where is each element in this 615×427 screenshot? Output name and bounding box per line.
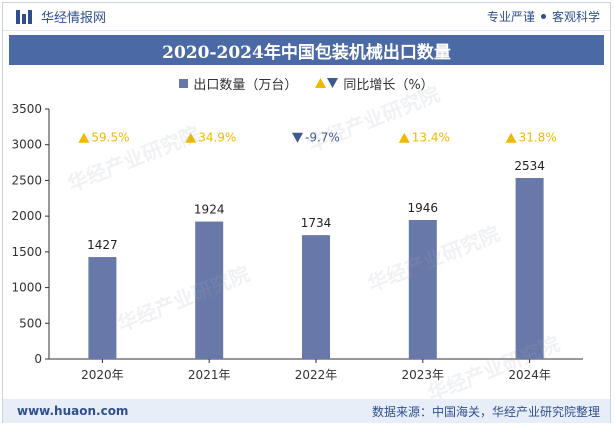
- y-tick-label: 3000: [11, 138, 42, 152]
- y-tick-label: 1000: [11, 281, 42, 295]
- top-bar: 华经情报网 专业严谨 客观科学: [3, 3, 610, 31]
- up-triangle-icon: [315, 78, 327, 88]
- growth-up-icon: [398, 132, 410, 143]
- brand-logo-icon: [16, 9, 32, 24]
- x-tick-label: 2024年: [508, 368, 551, 382]
- footer: www.huaon.com 数据来源：中国海关，华经产业研究院整理: [3, 399, 610, 423]
- growth-up-icon: [185, 132, 197, 143]
- legend-bar-swatch: [179, 78, 189, 88]
- legend-bar-label: 出口数量（万台）: [193, 77, 298, 93]
- bar-value-label: 1427: [87, 238, 118, 252]
- slogan-dot-icon: [540, 14, 546, 19]
- y-tick-label: 3500: [11, 102, 42, 116]
- growth-label: 59.5%: [91, 131, 129, 145]
- down-triangle-icon: [327, 78, 339, 88]
- x-tick-label: 2022年: [295, 368, 338, 382]
- y-tick-label: 2500: [11, 173, 42, 187]
- bar-value-label: 2534: [514, 159, 545, 173]
- x-tick-label: 2023年: [402, 368, 445, 382]
- slogan-right: 客观科学: [551, 10, 600, 24]
- x-tick-label: 2021年: [188, 368, 231, 382]
- growth-label: 13.4%: [412, 131, 450, 145]
- slogan-left: 专业严谨: [486, 10, 535, 24]
- footer-url: www.huaon.com: [17, 404, 129, 418]
- y-tick-label: 1500: [11, 245, 42, 259]
- legend-item-growth: 同比增长（%）: [315, 74, 434, 93]
- y-tick-label: 2000: [11, 209, 42, 223]
- footer-source: 数据来源：中国海关，华经产业研究院整理: [371, 404, 600, 419]
- bar-value-label: 1734: [301, 216, 332, 230]
- growth-up-icon: [78, 132, 90, 143]
- bar-value-label: 1924: [194, 203, 225, 217]
- bar-value-label: 1946: [408, 201, 439, 215]
- brand-name: 华经情报网: [41, 11, 107, 26]
- chart-frame: 华经情报网 专业严谨 客观科学 2020-2024年中国包装机械出口数量 出口数…: [2, 2, 611, 423]
- brand: 华经情报网: [15, 7, 106, 26]
- bar: [408, 220, 437, 359]
- growth-label: 31.8%: [519, 131, 557, 145]
- x-tick-label: 2020年: [81, 368, 124, 382]
- bar-chart: 0 500 1000 1500 2000 2500 3000 3500 1427 2020年 59.…: [11, 102, 583, 382]
- growth-up-icon: [505, 132, 517, 143]
- legend-item-bar: 出口数量（万台）: [179, 74, 297, 93]
- chart-legend: 出口数量（万台） 同比增长（%）: [3, 73, 610, 93]
- chart-title: 2020-2024年中国包装机械出口数量: [9, 35, 604, 65]
- slogan: 专业严谨 客观科学: [487, 8, 600, 25]
- bar: [515, 178, 544, 359]
- growth-down-icon: [292, 132, 303, 143]
- legend-growth-icons: [315, 78, 339, 88]
- bar: [88, 257, 117, 359]
- growth-label: 34.9%: [198, 131, 236, 145]
- bar: [195, 221, 224, 359]
- y-tick-label: 500: [19, 316, 42, 330]
- y-tick-label: 0: [34, 352, 42, 366]
- growth-label: -9.7%: [305, 131, 340, 145]
- bar: [302, 235, 330, 359]
- legend-growth-label: 同比增长（%）: [343, 77, 434, 93]
